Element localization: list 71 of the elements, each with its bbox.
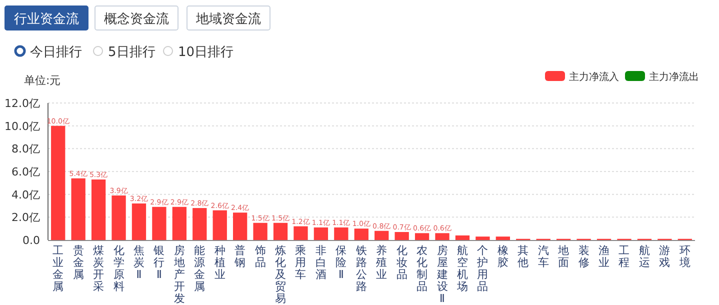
bar [152, 206, 166, 240]
x-tick-label: 农化制品 [416, 244, 428, 293]
bar [394, 232, 409, 240]
bar [132, 203, 146, 240]
y-tick-label: 6.0亿 [12, 166, 40, 178]
x-tick-label: 航运 [638, 244, 650, 269]
bar [253, 222, 268, 240]
text: 5日排行 [108, 45, 156, 60]
bar [212, 210, 227, 240]
y-tick-label: 8.0亿 [12, 142, 40, 156]
text: 地域资金流 [195, 11, 261, 27]
bar [294, 226, 308, 240]
y-tick-label: 12.0亿 [4, 97, 40, 110]
bar [273, 222, 288, 240]
x-tick-label: 装修 [578, 244, 590, 269]
x-tick-label: 橡胶 [497, 244, 508, 269]
x-tick-label: 炼化及贸易 [275, 244, 286, 305]
bar [71, 178, 86, 240]
x-tick-label: 贵金属 [72, 244, 84, 281]
x-tick-label: 游戏 [659, 244, 670, 269]
x-tick-label: 铁路公路 [354, 244, 367, 293]
x-tick-label: 地面 [557, 244, 570, 269]
x-tick-label: 其他 [518, 244, 529, 269]
bar [496, 236, 510, 240]
bar [334, 227, 348, 240]
x-tick-label: 工业金属 [52, 244, 64, 293]
x-tick-label: 饰品 [254, 244, 266, 269]
x-tick-label: 保险Ⅱ [336, 244, 347, 281]
y-tick-label: 0.0 [22, 234, 40, 247]
bar [112, 195, 126, 240]
x-tick-label: 普钢 [234, 244, 246, 269]
y-tick-label: 10.0亿 [4, 120, 40, 133]
x-tick-label: 工程 [618, 244, 630, 269]
y-axis-title: 单位:元 [24, 74, 61, 87]
bar [233, 212, 248, 240]
bar [91, 179, 106, 240]
x-tick-label: 种植业 [214, 244, 226, 281]
bar [435, 233, 450, 240]
x-tick-label: 房屋建设Ⅱ [436, 244, 448, 305]
legend-label: 主力净流入 [569, 71, 619, 83]
bar [455, 235, 470, 240]
bar [192, 208, 207, 240]
bar [51, 126, 66, 240]
bar [374, 230, 389, 240]
x-tick-label: 乘用车 [295, 244, 306, 281]
bar [354, 228, 368, 240]
text: 今日排行 [30, 45, 82, 60]
x-tick-label: 渔业 [598, 244, 610, 269]
x-tick-label: 焦炭Ⅱ [133, 244, 144, 281]
x-tick-label: 航空机场 [456, 244, 468, 293]
x-tick-label: 汽车 [538, 244, 549, 269]
y-tick-label: 4.0亿 [12, 188, 40, 202]
x-tick-label: 煤炭开采 [93, 244, 104, 293]
bar [172, 206, 186, 240]
x-tick-label: 环境 [678, 244, 690, 269]
legend-label: 主力净流出 [649, 71, 699, 83]
x-tick-label: 个护用品 [476, 244, 488, 293]
text: 行业资金流 [14, 11, 79, 27]
x-tick-label: 银行Ⅱ [152, 244, 165, 281]
bar [414, 233, 430, 240]
bar [314, 227, 328, 240]
x-tick-label: 非白酒 [315, 244, 326, 281]
x-tick-label: 房地产开发 [172, 244, 185, 305]
bar [476, 236, 490, 240]
text: 10日排行 [178, 45, 234, 60]
x-tick-label: 养殖业 [376, 244, 388, 281]
x-tick-label: 能源金属 [194, 244, 206, 293]
y-tick-label: 2.0亿 [12, 211, 40, 224]
text: 概念资金流 [104, 11, 169, 27]
x-tick-label: 化妆品 [396, 244, 408, 281]
x-tick-label: 化学原料 [113, 244, 124, 293]
